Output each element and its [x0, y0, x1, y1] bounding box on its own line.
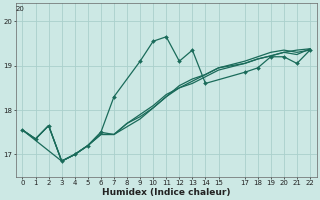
Text: 20: 20 — [16, 6, 25, 12]
X-axis label: Humidex (Indice chaleur): Humidex (Indice chaleur) — [102, 188, 230, 197]
